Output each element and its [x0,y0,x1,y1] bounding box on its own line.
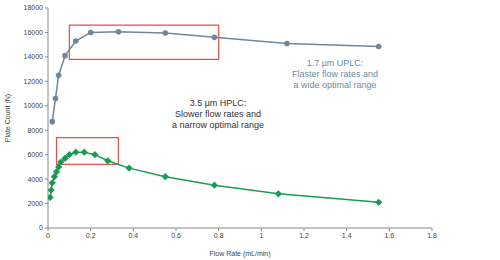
svg-text:Flow Rate (mL/min): Flow Rate (mL/min) [209,250,270,258]
svg-text:0.8: 0.8 [214,232,224,239]
svg-text:1: 1 [259,232,263,239]
svg-text:4000: 4000 [27,176,43,183]
html-text:a narrow optimal range: a narrow optimal range [172,120,264,130]
svg-text:0.4: 0.4 [128,232,138,239]
html-text:1.7 µm UPLC:: 1.7 µm UPLC: [306,58,364,68]
svg-text:18000: 18000 [24,4,44,11]
svg-text:0.6: 0.6 [171,232,181,239]
svg-text:10000: 10000 [24,102,44,109]
svg-text:1.8: 1.8 [427,232,437,239]
svg-text:Plate Count (N): Plate Count (N) [8,94,12,142]
html-text:Slower flow rates and: Slower flow rates and [175,109,261,119]
svg-text:12000: 12000 [24,78,44,85]
svg-text:1.2: 1.2 [299,232,309,239]
svg-text:0.2: 0.2 [86,232,96,239]
svg-text:1.4: 1.4 [342,232,352,239]
svg-text:0: 0 [39,224,43,231]
svg-text:14000: 14000 [24,53,44,60]
html-text:3.5 µm HPLC:: 3.5 µm HPLC: [189,98,247,108]
svg-text:2000: 2000 [27,200,43,207]
svg-text:0: 0 [46,232,50,239]
html-text:a wide optimal range: a wide optimal range [293,80,377,90]
html-text:Flaster flow rates and: Flaster flow rates and [292,69,378,79]
svg-text:1.6: 1.6 [384,232,394,239]
svg-text:8000: 8000 [27,127,43,134]
svg-text:16000: 16000 [24,29,44,36]
svg-text:6000: 6000 [27,151,43,158]
